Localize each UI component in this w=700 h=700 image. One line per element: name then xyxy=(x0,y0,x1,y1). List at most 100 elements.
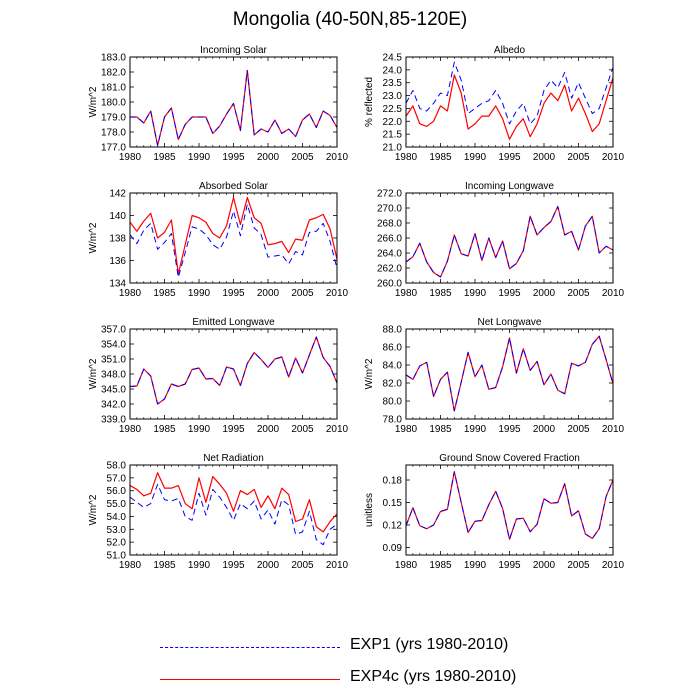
y-tick-label: 0.18 xyxy=(383,476,403,487)
x-tick-label: 1980 xyxy=(395,288,418,299)
x-tick-label: 1995 xyxy=(222,424,245,435)
y-tick-label: 262.0 xyxy=(377,264,402,275)
y-tick-label: 357.0 xyxy=(101,325,126,336)
x-tick-label: 2005 xyxy=(567,560,590,571)
y-tick-label: 180.0 xyxy=(101,98,126,109)
x-tick-label: 1985 xyxy=(429,288,452,299)
x-tick-label: 1980 xyxy=(395,152,418,163)
panel-ground-snow-covered-fraction: Ground Snow Covered Fraction 0.09 0.12 0.15… xyxy=(364,453,625,571)
y-tick-label: 264.0 xyxy=(377,249,402,260)
plot-frame xyxy=(405,464,614,556)
x-tick-label: 1985 xyxy=(153,560,176,571)
y-tick-label: 0.15 xyxy=(383,498,403,509)
y-tick-label: 55.0 xyxy=(107,499,127,510)
x-tick-label: 1980 xyxy=(119,152,142,163)
x-tick-label: 2010 xyxy=(602,152,625,163)
y-tick-label: 138 xyxy=(109,234,126,245)
plot-frame xyxy=(405,328,614,420)
y-tick-label: 177.0 xyxy=(101,143,126,154)
panel-title-incoming-solar: Incoming Solar xyxy=(200,45,267,56)
plot-frame xyxy=(405,56,614,148)
x-tick-label: 1995 xyxy=(498,560,521,571)
y-tick-label: 24.5 xyxy=(383,53,403,64)
x-tick-label: 2005 xyxy=(291,288,314,299)
x-tick-label: 2010 xyxy=(602,560,625,571)
x-tick-label: 1995 xyxy=(498,288,521,299)
x-tick-label: 2000 xyxy=(533,288,556,299)
y-tick-label: 22.5 xyxy=(383,104,403,115)
panel-title-ground-snow-covered-fraction: Ground Snow Covered Fraction xyxy=(439,453,580,464)
x-tick-label: 1985 xyxy=(153,288,176,299)
x-tick-label: 1985 xyxy=(429,152,452,163)
x-tick-label: 2010 xyxy=(602,424,625,435)
x-tick-label: 1980 xyxy=(119,560,142,571)
legend-label-exp4c: EXP4c (yrs 1980-2010) xyxy=(350,668,517,685)
y-tick-label: 88.0 xyxy=(383,325,403,336)
y-axis-label-ground-snow-covered-fraction: unitless xyxy=(364,493,375,527)
y-tick-label: 24.0 xyxy=(383,65,403,76)
panel-title-net-longwave: Net Longwave xyxy=(478,317,542,328)
y-axis-label-absorbed-solar: W/m^2 xyxy=(88,222,99,253)
series-line-exp1 xyxy=(405,61,614,125)
y-tick-label: 53.0 xyxy=(107,525,127,536)
panel-title-emitted-longwave: Emitted Longwave xyxy=(192,317,275,328)
panel-title-net-radiation: Net Radiation xyxy=(203,453,264,464)
x-tick-label: 2010 xyxy=(602,288,625,299)
plot-frame xyxy=(405,192,614,284)
y-tick-label: 80.0 xyxy=(383,397,403,408)
y-tick-label: 178.0 xyxy=(101,128,126,139)
series-line-exp1 xyxy=(129,483,338,546)
legend-label-exp1: EXP1 (yrs 1980-2010) xyxy=(350,636,509,653)
x-tick-label: 1990 xyxy=(464,152,487,163)
x-tick-label: 2010 xyxy=(326,424,349,435)
y-axis-label-emitted-longwave: W/m^2 xyxy=(88,358,99,389)
x-tick-label: 1995 xyxy=(498,152,521,163)
y-tick-label: 270.0 xyxy=(377,204,402,215)
y-tick-label: 86.0 xyxy=(383,343,403,354)
y-tick-label: 78.0 xyxy=(383,415,403,426)
x-tick-label: 2005 xyxy=(567,152,590,163)
y-tick-label: 54.0 xyxy=(107,512,127,523)
y-tick-label: 140 xyxy=(109,211,126,222)
series-line-exp1 xyxy=(405,471,614,540)
y-axis-label-incoming-solar: W/m^2 xyxy=(88,86,99,117)
x-tick-label: 1990 xyxy=(188,152,211,163)
y-tick-label: 181.0 xyxy=(101,83,126,94)
series-line-exp4c xyxy=(405,74,614,140)
y-tick-label: 21.0 xyxy=(383,143,403,154)
series-line-exp1 xyxy=(405,206,614,278)
x-tick-label: 2005 xyxy=(291,424,314,435)
x-tick-label: 1995 xyxy=(498,424,521,435)
y-axis-label-net-longwave: W/m^2 xyxy=(364,358,375,389)
x-tick-label: 1990 xyxy=(188,288,211,299)
y-tick-label: 22.0 xyxy=(383,117,403,128)
x-tick-label: 2005 xyxy=(291,560,314,571)
panel-net-longwave: Net Longwave 78.0 80.0 82.0 84.0 86.0 88.0 1980… xyxy=(364,317,625,435)
x-tick-label: 2005 xyxy=(567,424,590,435)
plot-frame xyxy=(129,192,338,284)
legend-swatch-exp1 xyxy=(160,647,340,648)
legend-swatch-exp4c xyxy=(160,679,340,680)
x-tick-label: 1990 xyxy=(188,560,211,571)
x-tick-label: 2010 xyxy=(326,288,349,299)
y-tick-label: 0.09 xyxy=(383,543,403,554)
panel-title-incoming-longwave: Incoming Longwave xyxy=(465,181,554,192)
x-tick-label: 1985 xyxy=(153,152,176,163)
y-tick-label: 179.0 xyxy=(101,113,126,124)
panel-albedo: Albedo 21.0 21.5 22.0 22.5 23.0 23.5 24.024.5 19… xyxy=(364,45,625,163)
y-tick-label: 342.0 xyxy=(101,400,126,411)
y-tick-label: 57.0 xyxy=(107,473,127,484)
y-tick-label: 136 xyxy=(109,256,126,267)
y-tick-label: 52.0 xyxy=(107,538,127,549)
x-tick-label: 1990 xyxy=(464,288,487,299)
series-line-exp1 xyxy=(129,203,338,278)
panel-title-absorbed-solar: Absorbed Solar xyxy=(199,181,269,192)
y-tick-label: 134 xyxy=(109,279,126,290)
x-tick-label: 2000 xyxy=(257,560,280,571)
series-line-exp4c xyxy=(405,205,614,278)
x-tick-label: 2010 xyxy=(326,560,349,571)
legend-item-exp4c: EXP4c (yrs 1980-2010) xyxy=(160,668,580,692)
x-tick-label: 1995 xyxy=(222,560,245,571)
